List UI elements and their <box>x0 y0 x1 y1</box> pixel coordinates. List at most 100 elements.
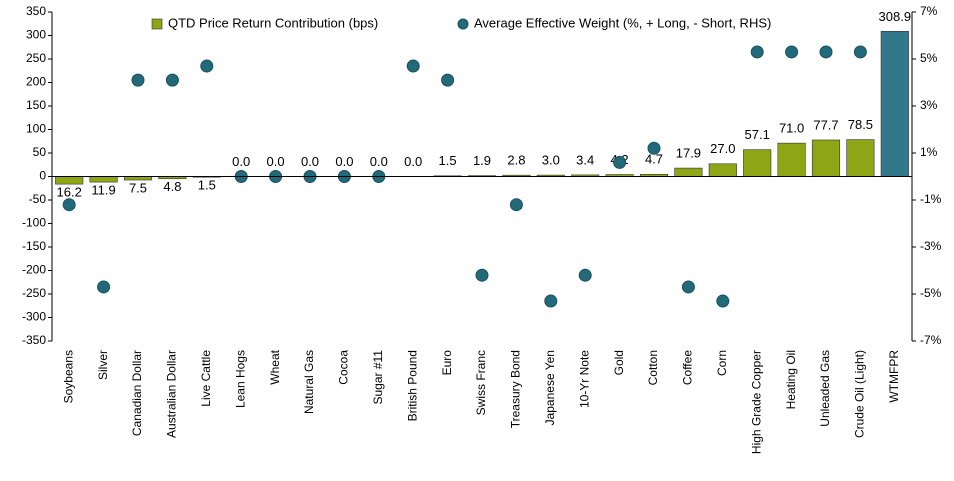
bar <box>880 31 909 177</box>
y-tick-label: -200 <box>22 263 46 277</box>
point <box>750 45 764 59</box>
bar <box>743 149 772 177</box>
data-label: 16.2 <box>57 185 82 200</box>
y-tick-label: -100 <box>22 216 46 230</box>
data-label: 0.0 <box>335 154 353 169</box>
bar <box>777 142 806 177</box>
data-label: 17.9 <box>676 146 701 161</box>
y-tick-label: 150 <box>26 98 46 112</box>
x-tick-label: Unleaded Gas <box>818 350 832 427</box>
x-tick-label: Cotton <box>646 350 660 385</box>
data-label: 7.5 <box>129 180 147 195</box>
legend-label: QTD Price Return Contribution (bps) <box>168 15 378 30</box>
y-tick-label: 200 <box>26 75 46 89</box>
data-label: 0.0 <box>404 154 422 169</box>
x-tick-label: Gold <box>612 350 626 375</box>
y-tick-label: -250 <box>22 286 46 300</box>
data-label: 0.0 <box>301 154 319 169</box>
y2-tick-label: 3% <box>920 98 938 112</box>
data-label: 27.0 <box>710 141 735 156</box>
point <box>131 73 145 87</box>
x-tick-label: Silver <box>96 350 110 380</box>
data-label: 1.5 <box>198 178 216 193</box>
y2-tick-label: 5% <box>920 51 938 65</box>
x-tick-label: Soybeans <box>61 350 75 403</box>
y2-tick-label: -7% <box>920 333 942 347</box>
data-label: 11.9 <box>91 183 115 198</box>
point <box>785 45 799 59</box>
point <box>97 280 111 294</box>
data-label: 3.4 <box>576 152 594 167</box>
x-tick-label: British Pound <box>405 350 419 421</box>
bar <box>708 163 737 177</box>
y-tick-label: 350 <box>26 4 46 18</box>
point <box>819 45 833 59</box>
x-tick-label: Crude Oil (Light) <box>853 350 867 438</box>
data-label: 77.7 <box>813 117 838 132</box>
bar <box>674 167 703 177</box>
y2-tick-label: 7% <box>920 4 938 18</box>
point <box>200 59 214 73</box>
y2-tick-label: -1% <box>920 192 942 206</box>
x-tick-label: Heating Oil <box>784 350 798 409</box>
y-tick-label: -350 <box>22 333 46 347</box>
x-tick-label: High Grade Copper <box>749 350 763 454</box>
point <box>544 294 558 308</box>
legend-swatch <box>151 18 163 30</box>
bar <box>89 176 118 183</box>
data-label: 78.5 <box>848 117 873 132</box>
x-tick-label: Live Cattle <box>199 350 213 407</box>
data-label: 1.9 <box>473 153 491 168</box>
data-label: 4.8 <box>163 179 181 194</box>
point <box>475 268 489 282</box>
y-tick-label: 0 <box>39 169 46 183</box>
x-tick-label: Wheat <box>268 349 282 384</box>
data-label: 1.5 <box>439 153 457 168</box>
x-tick-label: Australian Dollar <box>165 350 179 438</box>
legend-swatch <box>457 18 469 30</box>
bar <box>811 139 841 177</box>
point <box>165 73 179 87</box>
point <box>647 141 661 155</box>
x-tick-label: Coffee <box>681 350 695 385</box>
y-tick-label: 50 <box>33 145 47 159</box>
point <box>681 280 695 294</box>
x-tick-label: Lean Hogs <box>233 350 247 408</box>
point <box>716 294 730 308</box>
data-label: 0.0 <box>370 154 388 169</box>
x-tick-label: 10-Yr Note <box>577 350 591 408</box>
point <box>578 268 592 282</box>
y-tick-label: 100 <box>26 122 46 136</box>
x-tick-label: Japanese Yen <box>543 350 557 425</box>
data-label: 0.0 <box>232 154 250 169</box>
y-tick-label: -300 <box>22 310 46 324</box>
x-tick-label: WTMFPR <box>887 350 901 403</box>
y-tick-label: -50 <box>29 192 47 206</box>
x-tick-label: Cocoa <box>337 350 351 385</box>
x-tick-label: Swiss Franc <box>474 350 488 415</box>
y-tick-label: 250 <box>26 51 46 65</box>
x-tick-label: Euro <box>440 350 454 376</box>
y2-tick-label: -5% <box>920 286 942 300</box>
bar <box>55 176 84 185</box>
bar <box>846 139 875 177</box>
x-tick-label: Natural Gas <box>302 350 316 414</box>
point <box>441 73 455 87</box>
point <box>613 155 627 169</box>
data-label: 4.7 <box>645 152 663 167</box>
data-label: 0.0 <box>267 154 285 169</box>
y2-tick-label: -3% <box>920 239 942 253</box>
y2-tick-label: 1% <box>920 145 938 159</box>
data-label: 308.9 <box>879 9 912 24</box>
legend-label: Average Effective Weight (%, + Long, - S… <box>474 15 771 30</box>
y-tick-label: -150 <box>22 239 46 253</box>
y-tick-label: 300 <box>26 28 46 42</box>
x-tick-label: Corn <box>715 350 729 376</box>
x-tick-label: Treasury Bond <box>509 350 523 428</box>
point <box>509 198 523 212</box>
point <box>853 45 867 59</box>
data-label: 3.0 <box>542 153 560 168</box>
data-label: 57.1 <box>745 127 770 142</box>
data-label: 71.0 <box>779 121 804 136</box>
